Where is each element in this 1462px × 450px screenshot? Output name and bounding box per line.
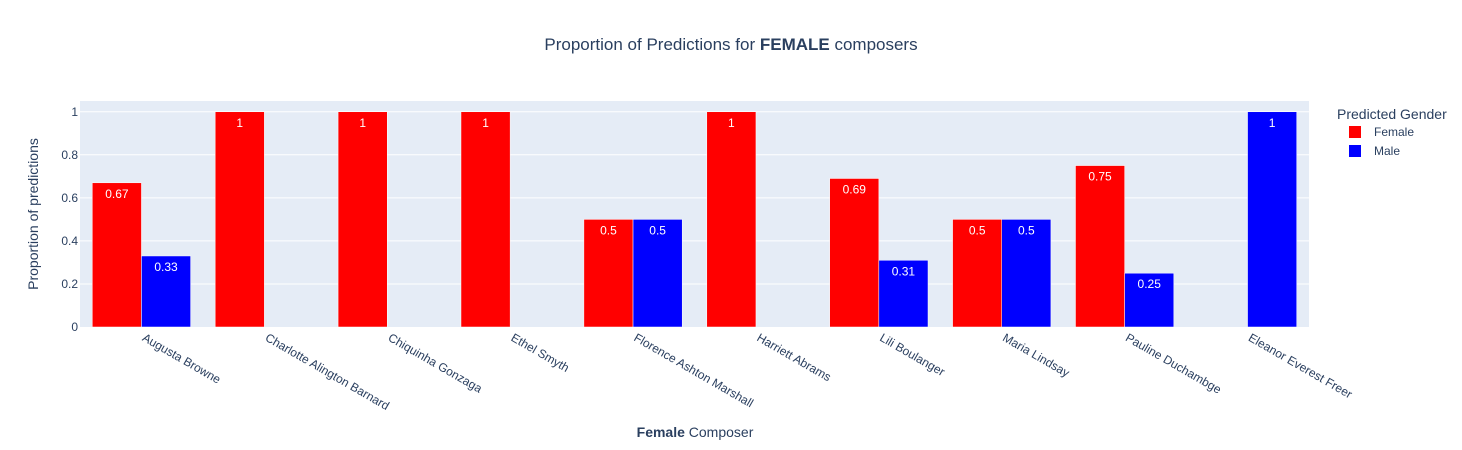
bar-data-label: 0.31 [892, 264, 916, 278]
bar-data-label: 1 [236, 116, 243, 130]
bar-data-label: 1 [728, 116, 735, 130]
bar-female [337, 111, 388, 328]
bar-male [1124, 272, 1175, 328]
bar-female [706, 111, 757, 328]
bar-male [1247, 111, 1297, 328]
bar-data-label: 0.5 [600, 223, 617, 237]
chart-title: Proportion of Predictions for FEMALE com… [544, 35, 917, 54]
y-tick-label: 1 [71, 105, 78, 119]
bar-male [878, 260, 929, 328]
bar-male [141, 255, 191, 328]
bar-data-label: 0.25 [1138, 277, 1162, 291]
x-axis-title: Female Composer [637, 424, 754, 440]
bar-female [1075, 165, 1125, 328]
bar-female [952, 219, 1003, 328]
legend-label-female[interactable]: Female [1374, 125, 1414, 139]
legend-swatch-female[interactable] [1349, 126, 1361, 138]
bar-female [92, 182, 142, 328]
legend-title: Predicted Gender [1337, 106, 1447, 122]
bar-data-label: 0.5 [1018, 223, 1035, 237]
bar-data-label: 0.75 [1088, 170, 1112, 184]
y-tick-label: 0.2 [61, 277, 78, 291]
bar-female [214, 111, 265, 328]
bar-data-label: 0.5 [649, 223, 666, 237]
y-tick-label: 0.6 [61, 191, 78, 205]
bar-data-label: 0.5 [969, 223, 986, 237]
bar-male [1001, 219, 1052, 328]
bar-data-label: 0.67 [105, 187, 129, 201]
bar-female [460, 111, 511, 328]
y-tick-label: 0.8 [61, 148, 78, 162]
bar-data-label: 0.69 [843, 182, 867, 196]
y-tick-label: 0.4 [61, 234, 78, 248]
bar-data-label: 0.33 [154, 260, 178, 274]
bar-female [583, 219, 634, 328]
bar-female [829, 178, 880, 328]
bar-data-label: 1 [1269, 116, 1276, 130]
bar-data-label: 1 [482, 116, 489, 130]
bar-data-label: 1 [359, 116, 366, 130]
legend-swatch-male[interactable] [1349, 145, 1361, 157]
bar-male [632, 219, 683, 328]
y-tick-label: 0 [71, 320, 78, 334]
legend-label-male[interactable]: Male [1374, 144, 1400, 158]
legend: Predicted Gender Female Male [1337, 106, 1447, 158]
y-axis-title: Proportion of predictions [25, 138, 41, 290]
